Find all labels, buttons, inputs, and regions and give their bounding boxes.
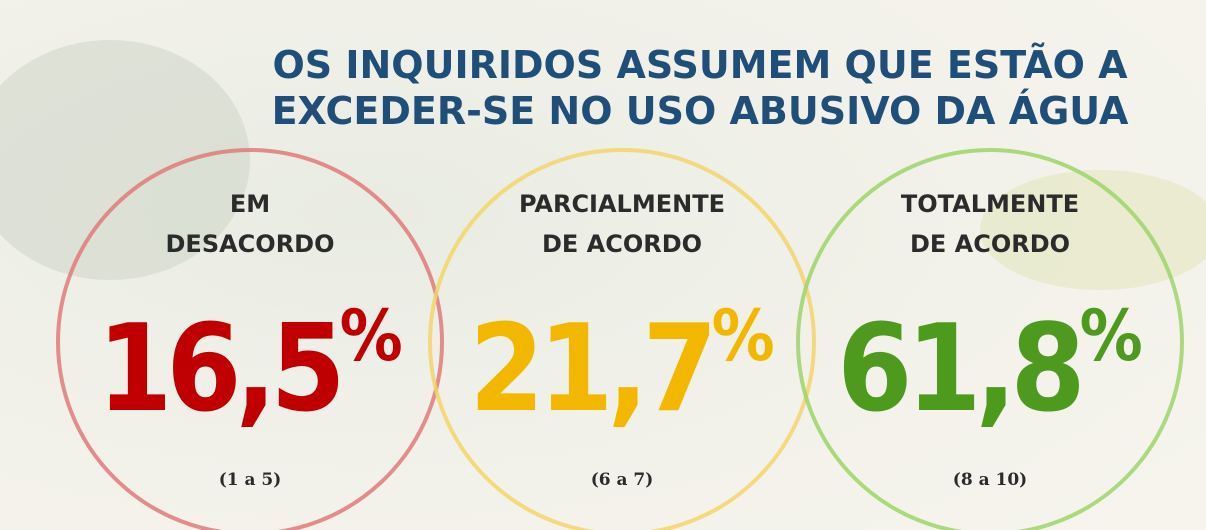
title-line: EXCEDER-SE NO USO ABUSIVO DA ÁGUA [272, 89, 1129, 133]
scale-range: (6 a 7) [591, 470, 654, 490]
group-label: DE ACORDO [542, 230, 702, 258]
group-label: DE ACORDO [910, 230, 1070, 258]
background-blur [980, 170, 1206, 290]
scale-range: (8 a 10) [953, 470, 1027, 490]
scale-range: (1 a 5) [219, 470, 282, 490]
percentage-sign: % [1080, 295, 1143, 377]
ring [796, 148, 1184, 530]
background-blur [0, 40, 250, 280]
group-label: DESACORDO [166, 230, 335, 258]
ring [428, 148, 816, 530]
percentage-sign: % [712, 295, 775, 377]
title-line: OS INQUIRIDOS ASSUMEM QUE ESTÃO A [272, 43, 1128, 87]
percentage-value: 61,8 [837, 300, 1079, 439]
percentage: 21,7% [469, 295, 774, 439]
group-label: PARCIALMENTE [519, 190, 725, 218]
groups: EM DESACORDO 16,5% (1 a 5) PARCIALMENTE DE AC… [56, 148, 1184, 530]
group-label: EM [230, 190, 270, 218]
percentage-value: 21,7 [469, 300, 711, 439]
ring [56, 148, 444, 530]
group-label: TOTALMENTE [901, 190, 1079, 218]
percentage: 16,5% [97, 295, 402, 439]
percentage-value: 16,5 [97, 300, 339, 439]
percentage: 61,8% [837, 295, 1142, 439]
percentage-sign: % [340, 295, 403, 377]
